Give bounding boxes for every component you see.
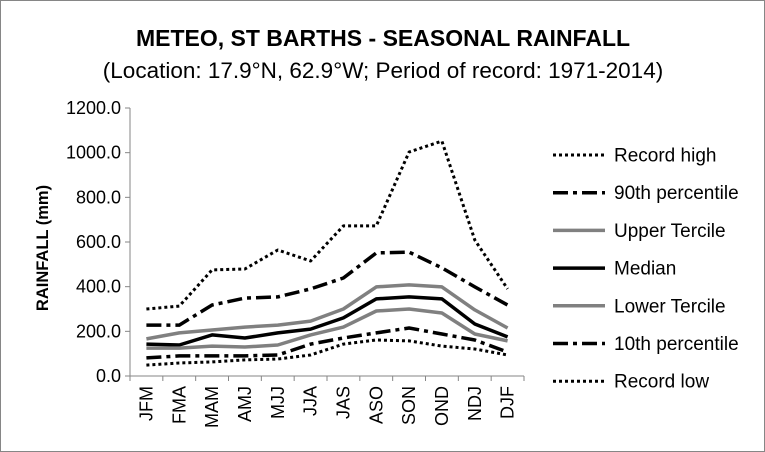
series-line-lower-tercile: [146, 307, 508, 350]
y-tick-label: 0.0: [96, 366, 121, 386]
x-tick-label: DJF: [498, 386, 518, 419]
x-tick-label: NDJ: [465, 386, 485, 421]
legend-item-upper-tercile: Upper Tercile: [553, 221, 726, 242]
series-line-90th-percentile: [146, 250, 509, 327]
y-tick-label: 400.0: [76, 277, 121, 297]
legend-label-record-high: Record high: [614, 146, 716, 167]
series-line-upper-tercile: [146, 283, 509, 341]
series-line-record-high: [146, 139, 509, 311]
series-lines: [146, 139, 509, 367]
legend-item-record-high: Record high: [553, 146, 716, 167]
y-axis: 0.0 200.0 400.0 600.0 800.0 1000.0 1200.0: [66, 98, 131, 386]
x-tick-label: MJJ: [268, 386, 288, 419]
x-tick-label: JJA: [301, 386, 321, 416]
legend-label-record-low: Record low: [614, 372, 709, 393]
x-tick-label: AMJ: [235, 386, 255, 422]
x-tick-label: MAM: [202, 386, 222, 428]
legend-item-record-low: Record low: [553, 372, 709, 393]
legend-label-median: Median: [614, 259, 676, 280]
legend-label-90th-percentile: 90th percentile: [614, 183, 739, 204]
y-tick-label: 800.0: [76, 187, 121, 207]
legend-item-90th-percentile: 90th percentile: [553, 183, 739, 204]
x-tick-label: ASO: [366, 386, 386, 424]
legend-item-10th-percentile: 10th percentile: [553, 334, 739, 355]
series-line-record-low: [146, 338, 508, 367]
legend: Record high 90th percentile Upper Tercile M…: [553, 146, 739, 393]
x-tick-label: JAS: [333, 386, 353, 419]
x-tick-label: FMA: [169, 386, 189, 424]
y-axis-title: RAINFALL (mm): [34, 185, 52, 311]
legend-label-lower-tercile: Lower Tercile: [614, 296, 726, 317]
x-axis: JFM FMA MAM AMJ MJJ JJA JAS ASO SON OND NDJ DJF: [129, 375, 525, 428]
legend-item-median: Median: [553, 259, 676, 280]
chart-subtitle: (Location: 17.9°N, 62.9°W; Period of rec…: [103, 58, 663, 83]
legend-label-upper-tercile: Upper Tercile: [614, 221, 726, 242]
x-tick-label: SON: [399, 386, 419, 425]
legend-item-lower-tercile: Lower Tercile: [553, 296, 726, 317]
series-line-10th-percentile: [146, 326, 509, 360]
y-tick-label: 600.0: [76, 232, 121, 252]
series-line-median: [146, 295, 509, 347]
chart-title: METEO, ST BARTHS - SEASONAL RAINFALL: [136, 25, 630, 51]
x-tick-label: OND: [432, 386, 452, 426]
legend-label-10th-percentile: 10th percentile: [614, 334, 739, 355]
y-tick-label: 200.0: [76, 321, 121, 341]
y-tick-label: 1000.0: [66, 143, 121, 163]
y-tick-label: 1200.0: [66, 98, 121, 118]
x-tick-label: JFM: [136, 386, 156, 421]
